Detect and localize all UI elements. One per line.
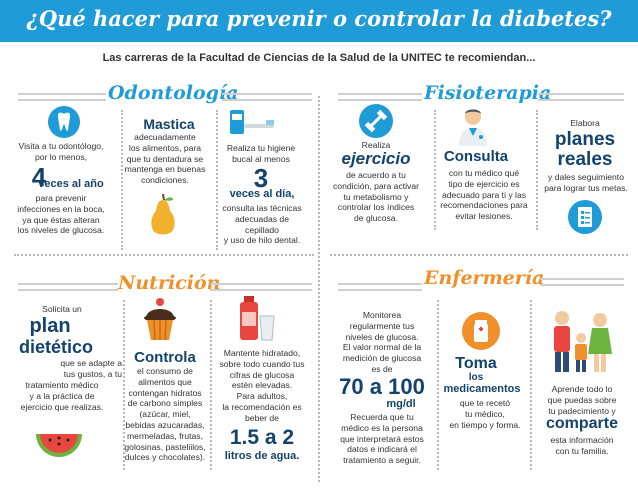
family-icon (540, 304, 626, 374)
enfermeria-share-pre: Aprende todo lo que puedas sobre tu pade… (547, 384, 617, 416)
page-title: ¿Qué hacer para prevenir o controlar la … (26, 6, 612, 31)
column-divider (123, 300, 125, 470)
column-divider (536, 110, 538, 230)
nutricion-water-amount: 1.5 a 2 (229, 426, 295, 449)
cupcake-icon (140, 296, 180, 342)
page-subtitle: Las carreras de la Facultad de Ciencias … (102, 52, 536, 64)
odontologia-visit-text: Visita a tu odontólogo, por lo menos, (18, 141, 104, 162)
title-line-left (18, 99, 106, 101)
water-bottle-icon (234, 294, 278, 342)
column-divider (121, 110, 123, 250)
enfermeria-share-heading: comparte (545, 415, 619, 432)
pear-icon (143, 192, 183, 238)
fisioterapia-plans-pre: Elabora (570, 118, 600, 128)
nutricion-control-text: el consumo de alimentos que contengan hi… (124, 366, 206, 463)
odontologia-visit-number: 4 (31, 162, 47, 192)
odontologia-hygiene-unit: veces al día, (229, 188, 295, 200)
title-line-right (540, 284, 624, 286)
title-line-left (18, 283, 118, 285)
nutricion-water-unit: litros de agua. (224, 450, 300, 462)
column-divider (216, 110, 218, 250)
section-title-fisioterapia: Fisioterapia (424, 82, 552, 104)
fisioterapia-exercise-pre: Realiza (361, 140, 391, 150)
odontologia-visit-unit: veces al año (38, 178, 104, 190)
title-line-right (222, 93, 312, 95)
fisioterapia-exercise-heading: ejercicio (341, 149, 411, 168)
section-title-odontologia: Odontología (108, 82, 239, 104)
title-banner (0, 0, 638, 42)
title-line-right (538, 93, 624, 95)
medicine-icon (462, 312, 500, 350)
enfermeria-meds-heading: Toma (455, 355, 497, 372)
enfermeria-glucose-unit: mg/dl (386, 398, 416, 410)
enfermeria-glucose-pre: Monitorea regularmente tus niveles de gl… (342, 310, 422, 374)
column-divider (437, 300, 439, 470)
doctor-icon (455, 106, 491, 146)
center-divider (318, 96, 320, 482)
fisioterapia-consult-heading: Consulta (443, 148, 509, 165)
enfermeria-glucose-range: 70 a 100 (339, 374, 425, 399)
dumbbell-icon (359, 104, 393, 138)
enfermeria-glucose-post: Recuerda que tu médico es la persona que… (340, 412, 424, 466)
nutricion-plan-pre: Solicita un (42, 304, 82, 314)
title-line-left (338, 283, 422, 285)
odontologia-hygiene-post: consulta las técnicas adecuadas de cepil… (222, 203, 302, 246)
fisioterapia-exercise-text: de acuerdo a tu condición, para activar … (333, 170, 419, 224)
toothbrush-icon (228, 108, 276, 138)
nutricion-plan-heading-1: plan (29, 315, 71, 337)
fisioterapia-plans-heading-1: planes (554, 129, 616, 150)
title-line-right (538, 99, 624, 101)
title-line-left (18, 93, 106, 95)
fisioterapia-plans-text: y dales seguimiento para lograr tus meta… (544, 172, 628, 193)
title-line-right (210, 283, 312, 285)
title-line-right (210, 289, 312, 291)
title-line-left (338, 99, 422, 101)
nutricion-plan-text-2: tratamiento médico y a la práctica de ej… (20, 380, 104, 412)
title-line-right (540, 278, 624, 280)
title-line-right (222, 99, 312, 101)
odontologia-hygiene-pre: Realiza tu higiene bucal al menos (226, 143, 296, 164)
section-title-enfermeria: Enfermería (424, 267, 545, 289)
nutricion-water-text: Mantente hidratado, sobre todo cuando tu… (219, 348, 305, 423)
fisioterapia-consult-text: con tu médico qué tipo de ejercicio es a… (440, 168, 528, 222)
section-title-nutricion: Nutrición (118, 272, 221, 294)
fisioterapia-plans-heading-2: reales (557, 149, 613, 170)
odontologia-chew-heading: Mastica (143, 116, 195, 132)
nutricion-plan-heading-2: dietético (18, 337, 93, 357)
enfermeria-share-post: esta información con tu familia. (550, 435, 614, 456)
enfermeria-meds-sub-1: los (468, 372, 484, 383)
title-line-left (18, 289, 118, 291)
nutricion-plan-text-1: que se adapte a tus gustos, a tu (60, 358, 122, 379)
column-divider (210, 300, 212, 470)
odontologia-chew-text: adecuadamente los alimentos, para que tu… (124, 132, 206, 186)
section-separator (330, 254, 628, 256)
column-divider (434, 110, 436, 230)
nutricion-control-heading: Controla (134, 349, 196, 366)
tooth-icon (48, 106, 80, 138)
enfermeria-meds-sub-2: medicamentos (443, 383, 521, 395)
odontologia-hygiene-number: 3 (253, 163, 269, 193)
title-line-left (338, 93, 422, 95)
enfermeria-meds-text: que te recetó tu médico, en tiempo y for… (449, 398, 521, 430)
checklist-icon (568, 200, 602, 234)
title-line-left (338, 289, 422, 291)
odontologia-visit-post: para prevenir infecciones en la boca, ya… (17, 193, 105, 236)
section-separator (14, 254, 314, 256)
watermelon-icon (34, 430, 84, 462)
column-divider (530, 300, 532, 470)
